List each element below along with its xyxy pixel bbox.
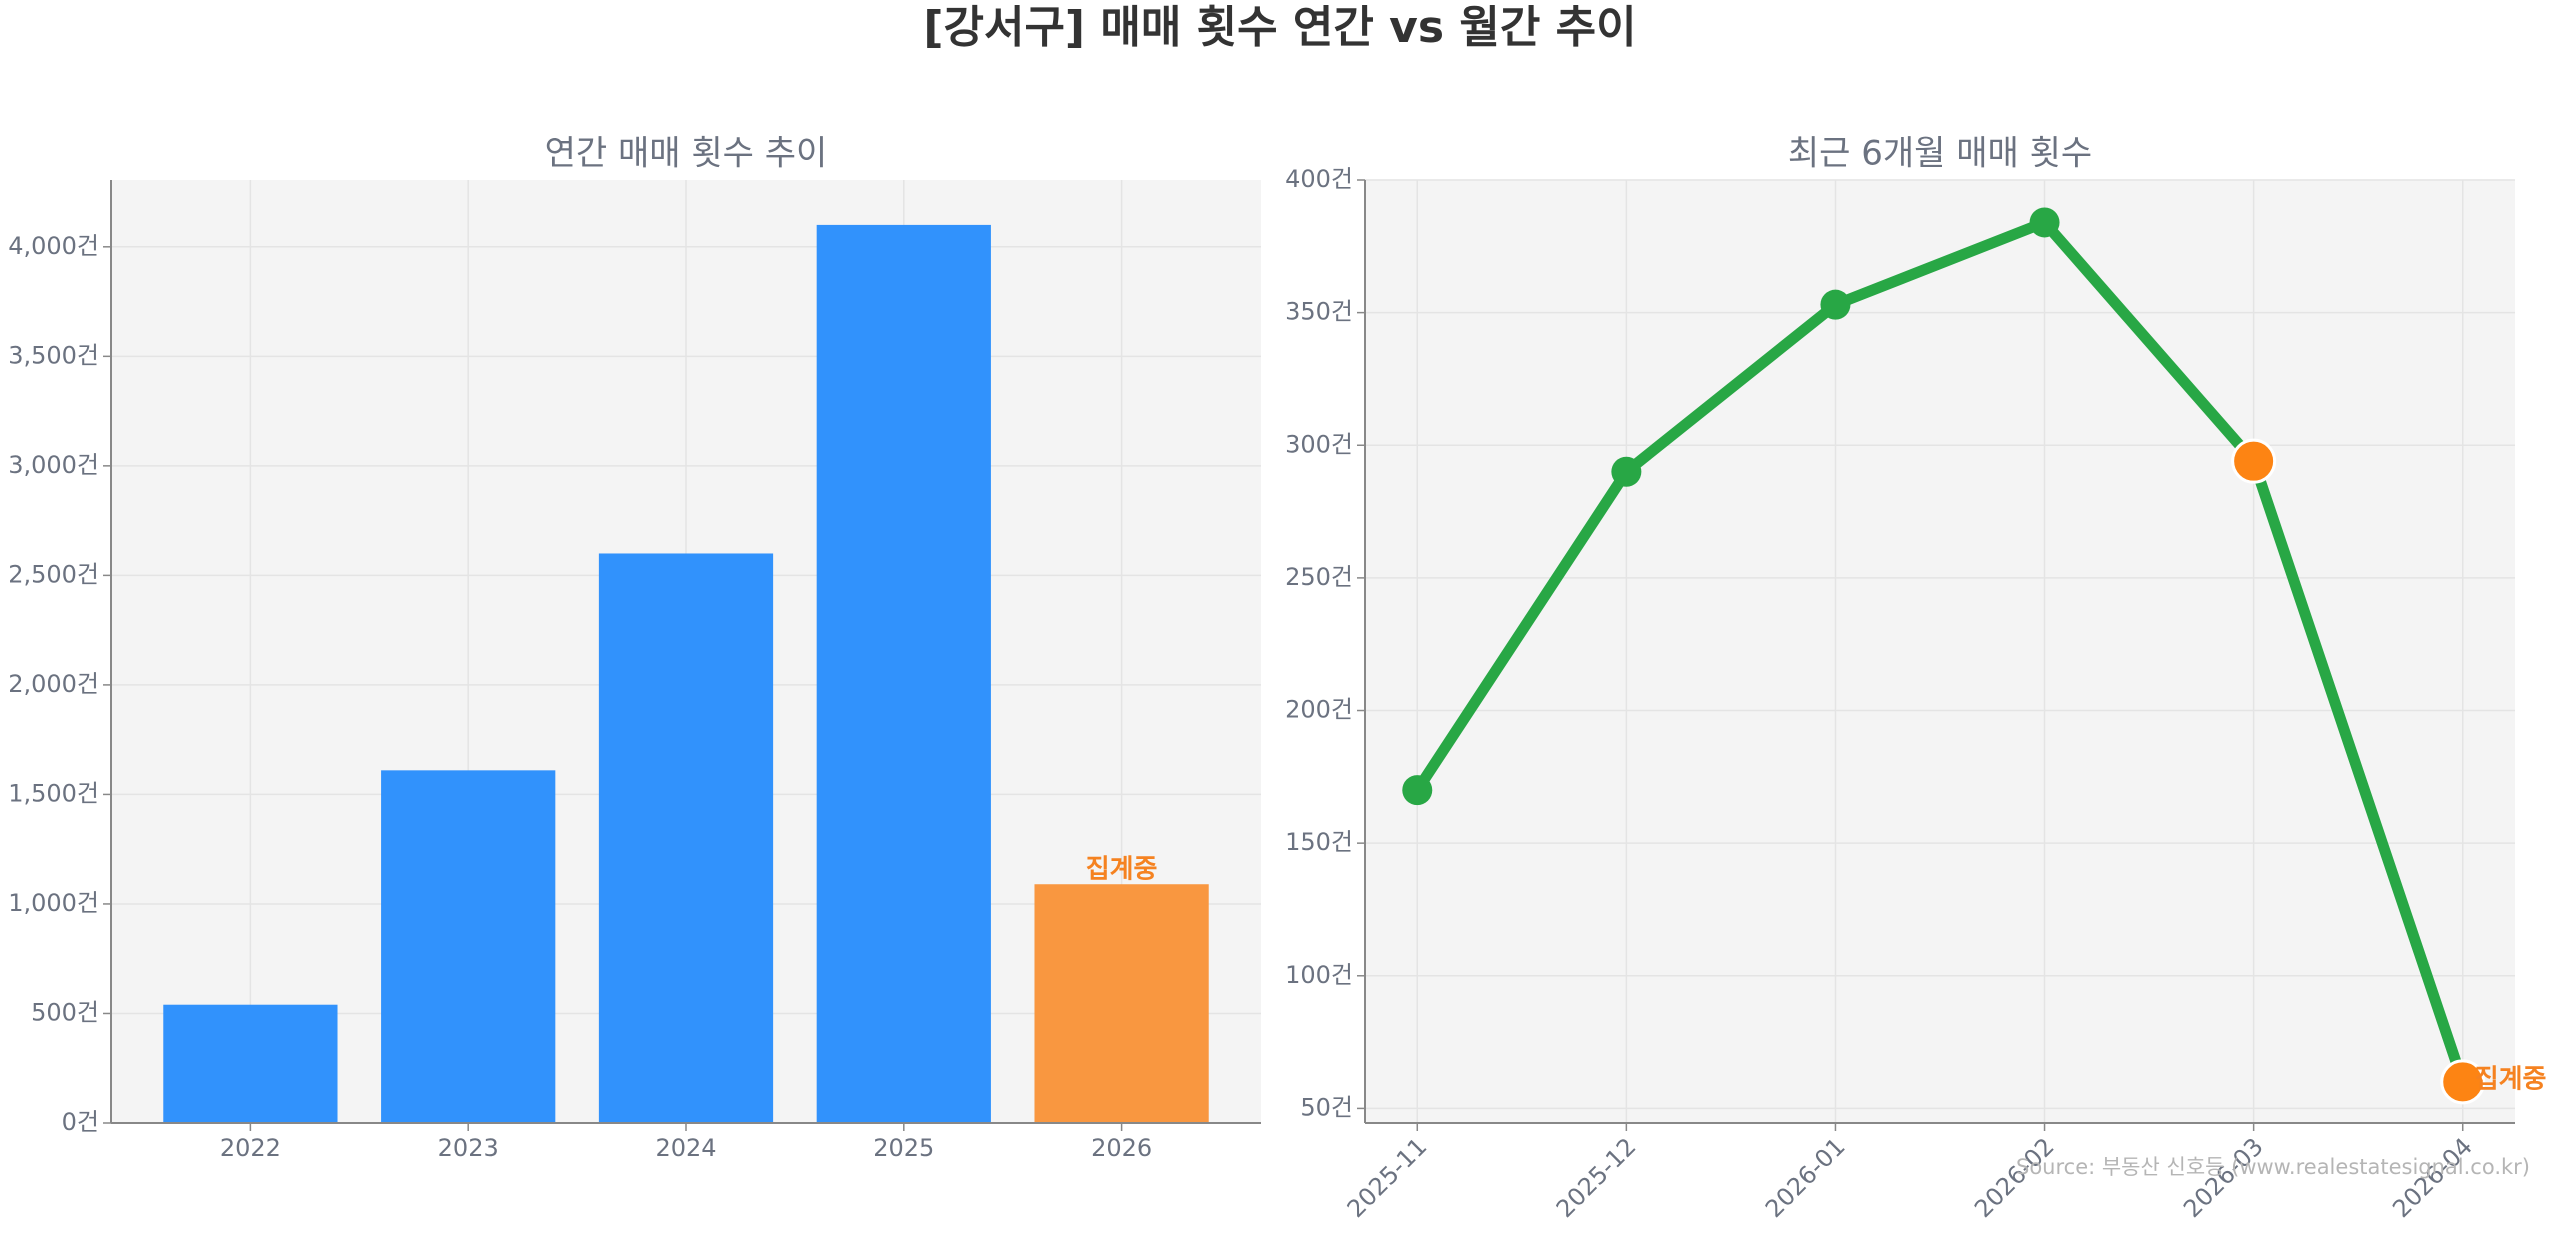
chart-title: 최근 6개월 매매 횟수 bbox=[1788, 134, 2092, 174]
bar bbox=[816, 224, 991, 1123]
annotation: 집계중 bbox=[2475, 1064, 2547, 1094]
x-tick-label: 2025-11 bbox=[1342, 1132, 1433, 1223]
y-tick-label: 4,000건 bbox=[8, 232, 99, 260]
x-tick-label: 2026 bbox=[1091, 1134, 1152, 1162]
marker bbox=[2029, 207, 2060, 238]
y-tick-label: 0건 bbox=[62, 1108, 99, 1136]
marker bbox=[1820, 289, 1851, 320]
line bbox=[1412, 216, 2468, 1084]
x-tick-label: 2024 bbox=[655, 1134, 716, 1162]
marker bbox=[1611, 456, 1642, 487]
y-tick-label: 2,500건 bbox=[8, 560, 99, 588]
marker bbox=[2440, 1059, 2486, 1105]
bar bbox=[381, 770, 556, 1123]
y-tick-label: 3,000건 bbox=[8, 451, 99, 479]
y-tick-label: 350건 bbox=[1285, 298, 1353, 326]
page-title: [강서구] 매매 횟수 연간 vs 월간 추이 bbox=[923, 2, 1636, 53]
x-tick-label: 2026-01 bbox=[1760, 1132, 1851, 1223]
y-tick-label: 1,500건 bbox=[8, 779, 99, 807]
y-tick-label: 300건 bbox=[1285, 430, 1353, 458]
x-tick-label: 2025 bbox=[873, 1134, 934, 1162]
chart-title: 연간 매매 횟수 추이 bbox=[545, 134, 828, 174]
y-tick-label: 2,000건 bbox=[8, 670, 99, 698]
y-tick-label: 500건 bbox=[31, 998, 99, 1026]
y-tick-label: 250건 bbox=[1285, 563, 1353, 591]
y-tick-label: 3,500건 bbox=[8, 341, 99, 369]
plot-background bbox=[1365, 180, 2515, 1123]
x-tick-label: 2025-12 bbox=[1551, 1132, 1642, 1223]
bar bbox=[163, 1004, 338, 1123]
marker bbox=[2231, 438, 2277, 484]
annotation: 집계중 bbox=[1086, 855, 1158, 885]
bar bbox=[598, 553, 774, 1123]
marker bbox=[1402, 775, 1433, 806]
source: Source: 부동산 신호등 (www.realestatesignal.co… bbox=[2016, 1155, 2530, 1179]
x-tick-label: 2023 bbox=[438, 1134, 499, 1162]
y-tick-label: 100건 bbox=[1285, 961, 1353, 989]
y-tick-label: 150건 bbox=[1285, 828, 1353, 856]
bar bbox=[1034, 884, 1209, 1123]
y-tick-label: 1,000건 bbox=[8, 889, 99, 917]
y-tick-label: 400건 bbox=[1285, 165, 1353, 193]
y-tick-label: 200건 bbox=[1285, 696, 1353, 724]
x-tick-label: 2022 bbox=[220, 1134, 281, 1162]
y-tick-label: 50건 bbox=[1300, 1093, 1353, 1121]
